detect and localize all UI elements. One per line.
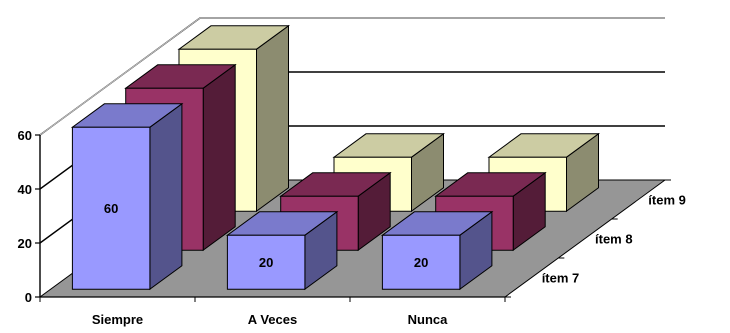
y-tick-label: 60 — [18, 128, 32, 143]
labels: 60 20 20 0 20 40 60 Siempre A Veces Nunca ítem 7 ít… — [18, 128, 686, 327]
bar-ítem-7-Siempre — [70, 102, 184, 291]
bar-ítem-7-A-Veces — [225, 210, 339, 291]
data-label: 60 — [104, 201, 118, 216]
bar-front — [71, 126, 151, 290]
category-label: A Veces — [248, 312, 297, 327]
y-tick-label: 0 — [25, 290, 32, 305]
data-label: 20 — [414, 255, 428, 270]
bar-side — [202, 63, 236, 252]
wall-top-edge — [39, 17, 665, 136]
bar-ítem-9-Nunca — [487, 132, 601, 213]
category-label: Nunca — [408, 312, 449, 327]
bar-front — [226, 234, 306, 290]
category-label: Siempre — [92, 312, 143, 327]
series-label: ítem 7 — [542, 271, 580, 286]
bar-ítem-7-Nunca — [380, 210, 494, 291]
series-label: ítem 9 — [648, 193, 686, 208]
axes — [35, 134, 671, 302]
data-label: 20 — [259, 255, 273, 270]
series-label: ítem 8 — [595, 232, 633, 247]
y-tick-label: 40 — [18, 182, 32, 197]
bar-front — [381, 234, 461, 290]
bar-side — [149, 102, 183, 291]
y-tick-label: 20 — [18, 236, 32, 251]
bar-side — [256, 24, 289, 213]
bars — [70, 24, 601, 291]
